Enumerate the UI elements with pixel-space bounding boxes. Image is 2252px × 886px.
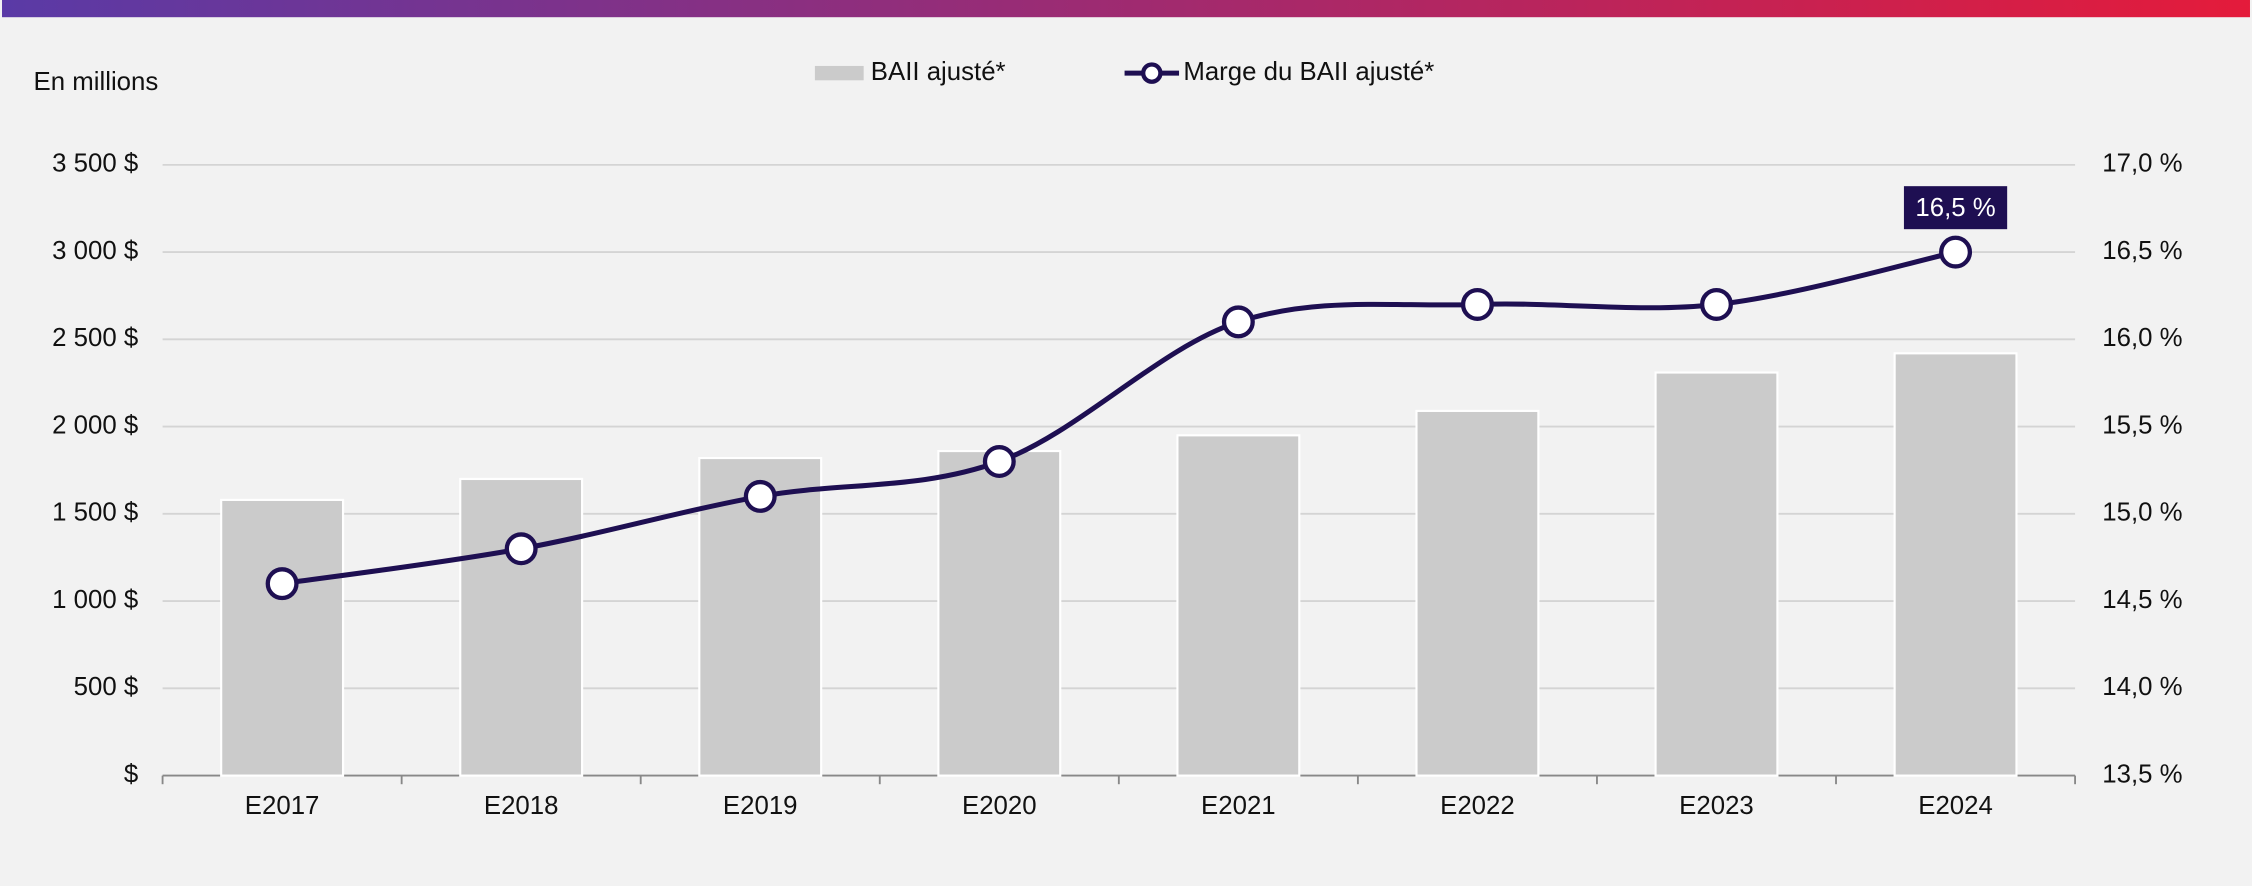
bar	[1176, 434, 1301, 777]
bar	[1654, 371, 1779, 777]
y-tick-label: 1 500 $	[52, 499, 138, 527]
bar	[1893, 352, 2018, 777]
line-marker	[265, 567, 299, 601]
line-marker	[504, 532, 538, 566]
line-marker	[1939, 235, 1973, 269]
y-axis-label: En millions	[34, 68, 159, 96]
y-tick-label: $	[124, 760, 138, 788]
line-marker	[1221, 305, 1255, 339]
y2-tick-label: 16,5 %	[2102, 237, 2182, 265]
x-tick-label: E2022	[1440, 792, 1515, 820]
y2-tick-label: 17,0 %	[2102, 150, 2182, 178]
y-tick-label: 1 000 $	[52, 586, 138, 614]
x-tick-label: E2021	[1201, 792, 1276, 820]
bar	[459, 477, 584, 777]
y2-tick-label: 14,5 %	[2102, 586, 2182, 614]
data-label: 16,5 %	[1915, 194, 1995, 222]
legend-swatch	[814, 65, 864, 81]
data-label-box	[1903, 186, 2008, 230]
legend-label: Marge du BAII ajusté*	[1183, 58, 1434, 86]
line-marker	[1460, 287, 1494, 321]
line-marker	[982, 445, 1016, 479]
y2-tick-label: 15,0 %	[2102, 499, 2182, 527]
x-tick-label: E2023	[1679, 792, 1754, 820]
bar	[220, 498, 345, 777]
x-tick-label: E2017	[245, 792, 320, 820]
x-tick-label: E2019	[723, 792, 798, 820]
bar	[937, 449, 1062, 777]
y2-tick-label: 15,5 %	[2102, 411, 2182, 439]
y2-tick-label: 16,0 %	[2102, 324, 2182, 352]
legend-swatch	[1141, 62, 1163, 84]
y-tick-label: 3 000 $	[52, 237, 138, 265]
legend-label: BAII ajusté*	[871, 58, 1006, 86]
x-tick-label: E2024	[1918, 792, 1993, 820]
x-tick-label: E2020	[962, 792, 1037, 820]
line-marker	[1700, 287, 1733, 321]
line-marker	[743, 479, 777, 513]
y-tick-label: 3 500 $	[52, 150, 138, 178]
y2-tick-label: 14,0 %	[2102, 673, 2182, 701]
y-tick-label: 2 500 $	[52, 324, 138, 352]
line	[281, 249, 1957, 587]
x-tick-label: E2018	[484, 792, 559, 820]
y2-tick-label: 13,5 %	[2102, 760, 2182, 788]
top-bar	[2, 0, 2250, 18]
y-tick-label: 500 $	[74, 673, 139, 701]
bar	[1415, 409, 1540, 777]
y-tick-label: 2 000 $	[52, 411, 138, 439]
